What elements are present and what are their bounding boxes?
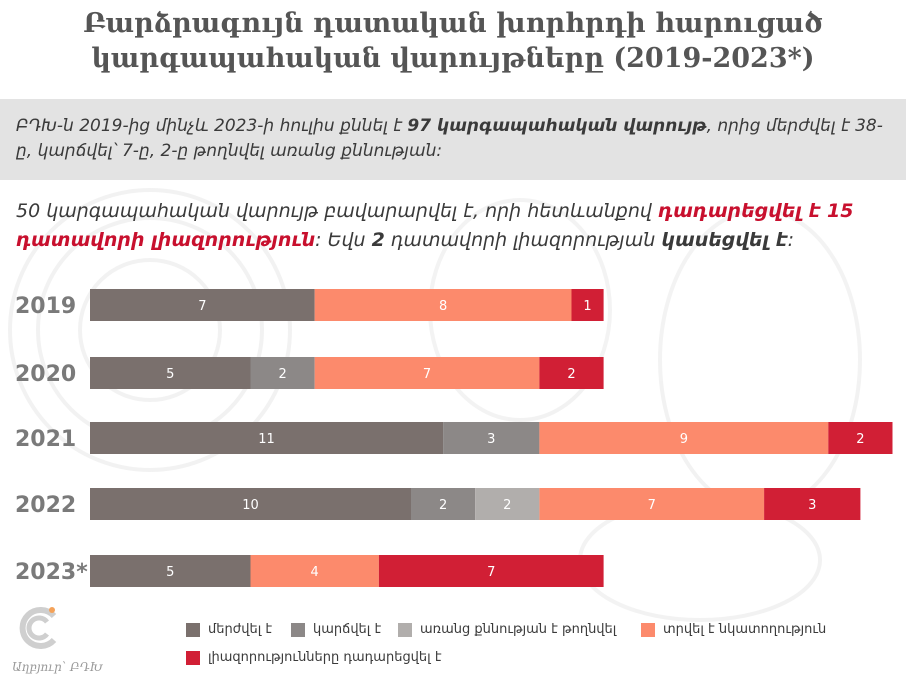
y-tick-label: 2019: [15, 294, 76, 319]
intro-bold-phrase: կարգապահական վարույթ: [431, 116, 707, 136]
source-credit: Աղբյուր՝ ԲԴԽ: [12, 660, 103, 674]
bar-value-label: 2: [567, 367, 575, 382]
bar-value-label: 3: [808, 498, 816, 513]
legend-label: մերժվել է: [208, 622, 273, 637]
title-line-1: Բարձրագույն դատական խորհրդի հարուցած: [83, 8, 823, 39]
legend-swatch: [641, 622, 655, 637]
title-line-2: կարգապահական վարույթները (2019-2023*): [91, 43, 815, 74]
intro-part-2: , որից մերժվել է 38-ը, կարճվել՝ 7-ը, 2-ը…: [16, 116, 883, 161]
legend-swatch: [398, 622, 412, 637]
bar-value-label: 1: [583, 299, 591, 314]
legend-item: տրվել է նկատողություն: [641, 622, 826, 637]
bar-value-label: 9: [680, 432, 688, 447]
y-tick-label: 2021: [15, 427, 76, 452]
bar-segment: [250, 555, 379, 587]
legend-label: տրվել է նկատողություն: [663, 622, 827, 637]
legend-swatch: [186, 650, 200, 665]
legend-swatch: [186, 622, 200, 637]
legend-label: լիազորությունները դադարեցվել է: [208, 650, 442, 665]
bar-value-label: 7: [487, 565, 495, 580]
bar-segment: [411, 488, 476, 520]
detail-text: 50 կարգապահական վարույթ բավարարվել է, որ…: [16, 197, 896, 255]
bar-value-label: 7: [198, 299, 206, 314]
legend-label: առանց քննության է թողնվել: [420, 622, 617, 637]
legend-swatch: [291, 622, 305, 637]
legend-item: առանց քննության է թողնվել: [398, 622, 616, 637]
detail-part-1: 50 կարգապահական վարույթ բավարարվել է, որ…: [16, 200, 659, 222]
bar-segment: [90, 555, 251, 587]
detail-bold-phrase: կասեցվել է: [661, 229, 788, 251]
bar-value-label: 7: [423, 367, 431, 382]
detail-part-4: :: [787, 229, 794, 251]
page-title: Բարձրագույն դատական խորհրդի հարուցած կար…: [0, 6, 906, 76]
intro-part-1: ԲԴԽ-ն 2019-ից մինչև 2023-ի հուլիս քննել …: [16, 116, 408, 136]
legend-item: լիազորությունները դադարեցվել է: [186, 650, 442, 665]
legend-item: մերժվել է: [186, 622, 272, 637]
bar-value-label: 2: [278, 367, 286, 382]
stacked-bar-chart: 2019 7 8 1 2020 5 2 7 2 2021 11 3 9 2 2022 10 2 2 7 3 2023* 5…: [15, 289, 893, 587]
bar-value-label: 10: [242, 498, 259, 513]
bar-segment: [378, 555, 604, 587]
bar-segment: [314, 289, 572, 321]
bar-value-label: 7: [648, 498, 656, 513]
bar-value-label: 2: [856, 432, 864, 447]
detail-part-3: դատավորի լիազորության: [384, 229, 662, 251]
y-tick-label: 2023*: [15, 560, 88, 585]
y-tick-label: 2022: [15, 493, 76, 518]
bar-value-label: 2: [439, 498, 447, 513]
bar-value-label: 3: [487, 432, 495, 447]
detail-part-2: : Եվս: [315, 229, 372, 251]
bar-segment: [764, 488, 861, 520]
bar-segment: [571, 289, 604, 321]
bar-segment: [828, 422, 893, 454]
bar-segment: [475, 488, 540, 520]
bar-segment: [539, 488, 765, 520]
intro-bold-count: 97: [407, 116, 432, 136]
bar-segment: [539, 357, 604, 389]
detail-red-phrase: դադարեցվել է 15 դատավորի լիազորություն: [16, 200, 854, 251]
y-tick-label: 2020: [15, 362, 76, 387]
legend-item: կարճվել է: [291, 622, 381, 637]
bar-value-label: 5: [166, 367, 174, 382]
bar-segment: [90, 289, 315, 321]
bar-segment: [90, 357, 251, 389]
bar-segment: [314, 357, 540, 389]
bar-segment: [90, 488, 411, 520]
bar-segment: [443, 422, 540, 454]
bar-segment: [250, 357, 315, 389]
legend-label: կարճվել է: [313, 622, 382, 637]
intro-box: [0, 99, 906, 180]
bar-value-label: 2: [503, 498, 511, 513]
bar-value-label: 11: [258, 432, 275, 447]
source-logo-icon: [19, 607, 57, 649]
bar-value-label: 8: [439, 299, 447, 314]
intro-text: ԲԴԽ-ն 2019-ից մինչև 2023-ի հուլիս քննել …: [16, 114, 896, 164]
bar-segment: [539, 422, 829, 454]
detail-bold-number: 2: [371, 229, 385, 251]
bar-value-label: 5: [166, 565, 174, 580]
bar-value-label: 4: [311, 565, 319, 580]
bar-segment: [90, 422, 444, 454]
